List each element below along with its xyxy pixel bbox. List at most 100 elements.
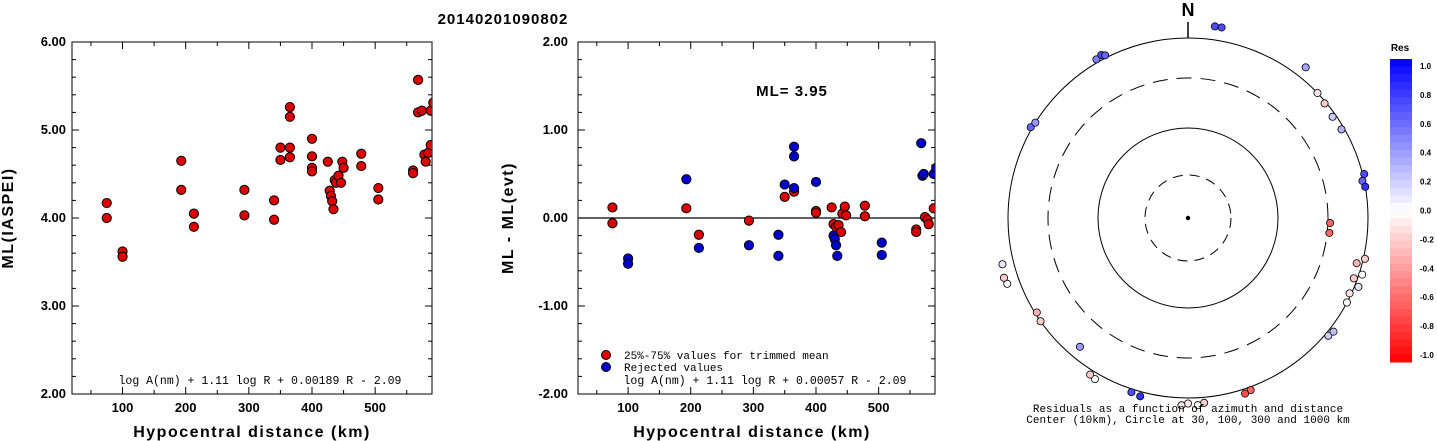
colorbar-segment	[1390, 293, 1412, 302]
colorbar-label: -0.4	[1420, 264, 1434, 273]
data-point	[779, 179, 790, 190]
data-point	[859, 211, 870, 222]
station-residual	[1301, 63, 1310, 72]
legend-marker-rejected	[601, 362, 611, 372]
data-point	[356, 160, 367, 172]
y-tick-label: 4.00	[41, 210, 66, 225]
station-residual	[999, 273, 1008, 282]
y-tick-label: 1.00	[543, 122, 568, 137]
data-point	[923, 219, 934, 230]
station-residual	[1193, 401, 1202, 410]
data-point	[428, 97, 432, 108]
colorbar-segment	[1390, 263, 1412, 272]
data-point	[918, 168, 929, 180]
colorbar-segment	[1390, 195, 1412, 204]
station-residual	[1352, 259, 1361, 268]
station-residual	[1324, 331, 1333, 340]
data-point	[284, 111, 295, 122]
north-label: N	[1182, 0, 1195, 20]
station-residual	[1101, 51, 1110, 60]
data-point	[101, 212, 112, 224]
station-residual	[1358, 270, 1367, 279]
y-tick-label: 2.00	[543, 34, 568, 49]
station-residual	[1092, 55, 1101, 64]
colorbar-segment	[1390, 324, 1412, 333]
colorbar-label: -0.2	[1420, 235, 1434, 244]
colorbar-segment	[1390, 248, 1412, 257]
colorbar-segment	[1390, 59, 1412, 68]
station-residual	[1342, 298, 1351, 307]
data-point	[306, 133, 318, 144]
colorbar-title: Res	[1391, 43, 1410, 54]
data-point	[859, 200, 870, 211]
ml-annotation: ML= 3.95	[756, 83, 828, 100]
data-point	[373, 182, 384, 194]
x-axis-label: Hypocentral distance (km)	[633, 424, 871, 441]
data-point	[876, 237, 887, 248]
data-point	[176, 155, 187, 166]
epicenter-dot	[1185, 215, 1191, 221]
data-point	[681, 203, 692, 214]
station-residual	[1361, 182, 1370, 191]
station-residual	[1320, 99, 1329, 108]
data-point	[416, 105, 427, 116]
data-point	[306, 151, 318, 162]
colorbar-segment	[1390, 210, 1412, 219]
colorbar-segment	[1390, 339, 1412, 348]
data-point	[373, 194, 384, 205]
station-residual	[1313, 88, 1322, 97]
data-point	[356, 148, 367, 159]
circle-300km	[1047, 77, 1329, 359]
colorbar-segment	[1390, 308, 1412, 318]
y-tick-label: 0.00	[543, 210, 568, 225]
data-point	[743, 240, 755, 251]
data-point	[788, 182, 800, 194]
x-tick-label: 500	[868, 400, 890, 415]
data-point	[407, 168, 419, 179]
data-point	[284, 152, 295, 163]
data-point	[607, 202, 618, 213]
data-point	[826, 202, 837, 213]
colorbar: Res 1.0 0.8 0.6 0.4 0.2 0.0 -0.2 -0.4 -0.6 -0.8 -1…	[1390, 43, 1434, 363]
colorbar-segment	[1390, 66, 1412, 75]
data-point	[832, 250, 843, 261]
station-residual	[1326, 218, 1335, 227]
colorbar-segment	[1390, 331, 1412, 340]
station-residual	[1086, 370, 1095, 379]
data-point	[810, 176, 822, 188]
data-point	[916, 138, 927, 149]
data-point	[188, 221, 199, 232]
data-point	[788, 151, 800, 162]
station-residual	[1360, 254, 1369, 263]
colorbar-segment	[1390, 271, 1412, 280]
data-point	[788, 141, 800, 152]
colorbar-label: 0.8	[1420, 91, 1432, 100]
formula-label: log A(nm) + 1.11 log R + 0.00057 R - 2.0…	[624, 375, 907, 388]
colorbar-segment	[1390, 119, 1412, 128]
x-tick-label: 400	[805, 400, 827, 415]
colorbar-segment	[1390, 157, 1412, 166]
colorbar-segment	[1390, 278, 1412, 287]
station-residual	[1031, 118, 1040, 127]
station-residual	[1337, 125, 1346, 134]
data-point	[176, 184, 187, 195]
station-residual	[1246, 386, 1255, 395]
station-residual	[1354, 282, 1363, 291]
colorbar-segment	[1390, 187, 1412, 196]
circle-100km	[1097, 127, 1279, 309]
panel-polar: N Residuals as a function of azimuth and…	[998, 0, 1370, 427]
data-point	[876, 249, 887, 261]
data-point	[306, 166, 318, 177]
station-residual	[1075, 342, 1084, 351]
station-residual	[1177, 401, 1186, 410]
x-tick-label: 100	[617, 400, 639, 415]
colorbar-label: 1.0	[1420, 62, 1432, 71]
colorbar-label: -1.0	[1420, 351, 1434, 360]
station-residual	[1136, 392, 1145, 401]
y-tick-label: 6.00	[41, 34, 66, 49]
x-tick-label: 100	[112, 400, 134, 415]
data-point	[413, 74, 424, 85]
station-residual	[1032, 308, 1041, 317]
station-residual	[1210, 22, 1219, 31]
data-point	[773, 229, 784, 240]
